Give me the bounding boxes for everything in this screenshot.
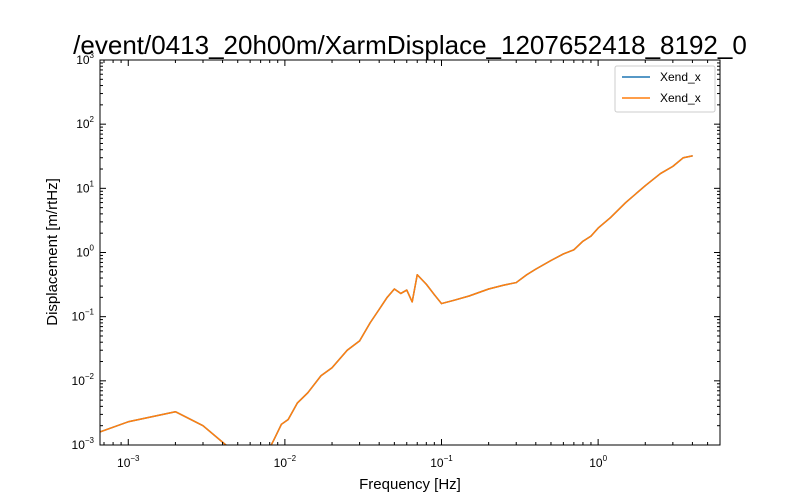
series-line-2 bbox=[100, 155, 693, 445]
series-2-point bbox=[369, 322, 371, 324]
series-2-point bbox=[590, 235, 592, 237]
series-2-point bbox=[453, 299, 455, 301]
series-2-point bbox=[307, 392, 309, 394]
y-tick-label: 101 bbox=[76, 179, 94, 195]
series-2-point bbox=[416, 274, 418, 276]
series-2-point bbox=[425, 283, 427, 285]
series-2-point bbox=[691, 155, 694, 157]
series-2-point bbox=[378, 308, 380, 310]
y-tick-label: 100 bbox=[76, 244, 94, 260]
series-2-point bbox=[411, 301, 413, 303]
series-2-point bbox=[273, 439, 275, 441]
series-2-point bbox=[320, 375, 322, 377]
series-2-point bbox=[550, 259, 552, 262]
series-2-point bbox=[400, 292, 402, 295]
series-2-point bbox=[174, 411, 177, 413]
series-2-point bbox=[659, 172, 662, 175]
series-2-point bbox=[127, 421, 129, 423]
series-layer bbox=[100, 155, 694, 445]
legend-label-series-1: Xend_x bbox=[660, 70, 701, 84]
series-2-point bbox=[359, 340, 361, 342]
series-2-point bbox=[672, 165, 674, 167]
series-2-point bbox=[468, 295, 470, 297]
series-2-point bbox=[625, 201, 627, 204]
x-axis-label: Frequency [Hz] bbox=[359, 476, 461, 493]
x-tick-label: 10−3 bbox=[117, 454, 140, 470]
legend-label-series-2: Xend_x bbox=[660, 91, 701, 105]
y-tick-label: 10−2 bbox=[72, 372, 95, 388]
series-2-point bbox=[582, 240, 584, 242]
series-2-point bbox=[433, 294, 435, 296]
series-2-point bbox=[346, 349, 348, 351]
series-2-point bbox=[296, 402, 298, 404]
series-2-point bbox=[535, 268, 537, 270]
series-2-point bbox=[609, 216, 612, 219]
y-axis-label: Displacement [m/rtHz] bbox=[44, 178, 61, 326]
series-2-point bbox=[573, 249, 575, 251]
series-2-point bbox=[287, 418, 289, 421]
series-2-point bbox=[503, 284, 505, 286]
y-tick-label: 102 bbox=[76, 115, 94, 131]
y-tick-label: 10−3 bbox=[72, 436, 95, 452]
series-2-point bbox=[393, 288, 395, 290]
series-2-point bbox=[488, 288, 490, 290]
plot-frame bbox=[99, 59, 721, 446]
series-2-point bbox=[562, 253, 564, 255]
series-2-point bbox=[280, 423, 282, 425]
series-2-point bbox=[526, 274, 528, 276]
series-2-point bbox=[515, 281, 517, 284]
y-tick-label: 103 bbox=[76, 51, 94, 67]
series-2-point bbox=[202, 425, 204, 427]
series-2-point bbox=[406, 289, 408, 291]
series-2-point bbox=[331, 367, 333, 369]
series-2-point bbox=[644, 185, 646, 187]
chart-title: /event/0413_20h00m/XarmDisplace_12076524… bbox=[73, 30, 747, 60]
x-tick-label: 100 bbox=[589, 454, 607, 470]
legend: Xend_x Xend_x bbox=[614, 65, 716, 113]
x-tick-label: 10−2 bbox=[274, 454, 297, 470]
y-tick-label: 10−1 bbox=[72, 308, 95, 324]
series-2-point bbox=[597, 227, 599, 229]
series-2-point bbox=[682, 157, 684, 159]
series-2-point bbox=[386, 296, 388, 298]
series-2-point bbox=[440, 302, 443, 305]
y-axis-ticks: 10−3 10−2 10−1 100 101 102 103 bbox=[72, 51, 720, 452]
x-tick-label: 10−1 bbox=[430, 454, 453, 470]
x-axis-ticks: 10−3 10−2 10−1 100 bbox=[103, 60, 721, 470]
